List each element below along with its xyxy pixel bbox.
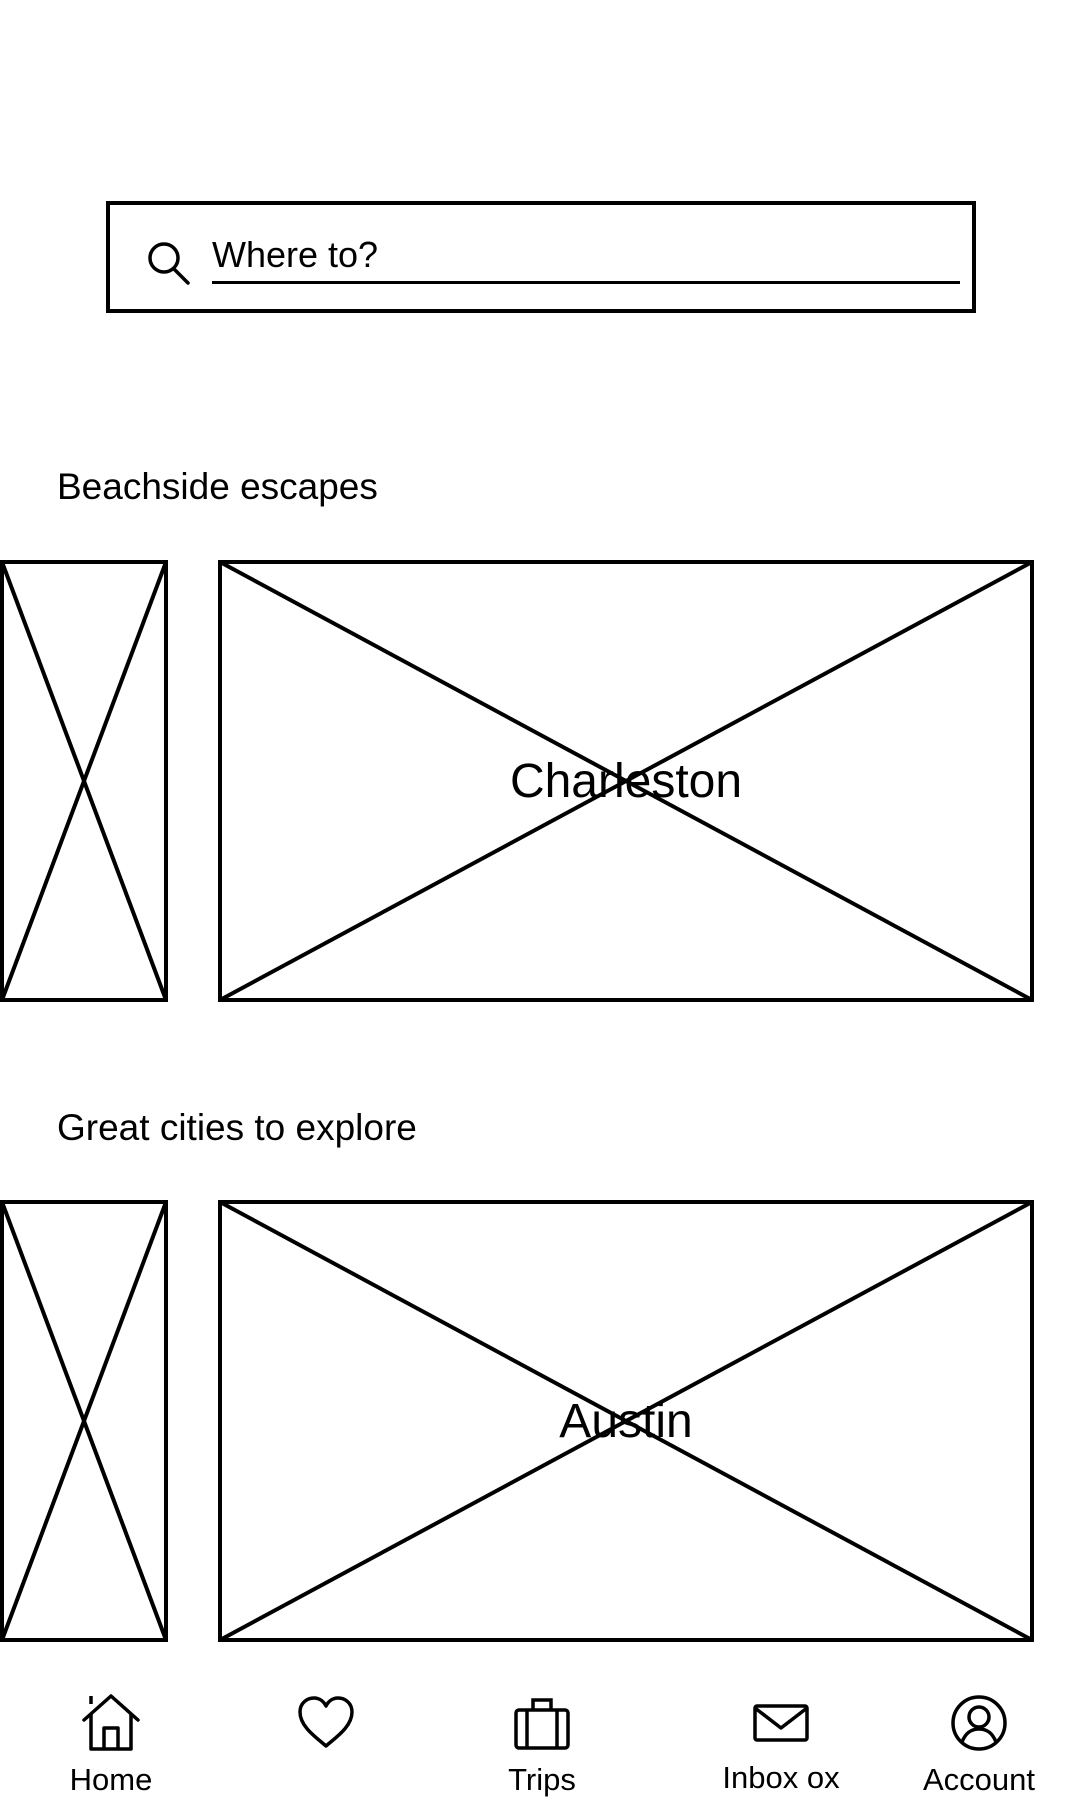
search-bar[interactable] bbox=[106, 201, 976, 313]
suitcase-icon bbox=[514, 1698, 570, 1750]
destination-card-label: Austin bbox=[559, 1394, 693, 1448]
nav-item-inbox[interactable]: Inbox ox bbox=[696, 1680, 866, 1800]
section-title-great-cities: Great cities to explore bbox=[57, 1107, 417, 1148]
card-placeholder-left-2[interactable] bbox=[0, 1200, 168, 1642]
destination-card-charleston[interactable]: Charleston bbox=[218, 560, 1034, 1002]
image-placeholder-icon bbox=[0, 560, 168, 1002]
image-placeholder-icon bbox=[218, 1200, 1034, 1642]
nav-label-account: Account bbox=[922, 1762, 1035, 1797]
search-icon bbox=[148, 242, 190, 285]
heart-icon bbox=[298, 1696, 354, 1748]
nav-item-home[interactable]: Home bbox=[26, 1680, 196, 1800]
section-title-beachside: Beachside escapes bbox=[57, 466, 378, 507]
destination-card-label: Charleston bbox=[509, 754, 743, 808]
nav-label-inbox: Inbox ox bbox=[722, 1760, 840, 1795]
nav-item-favorites[interactable] bbox=[241, 1680, 411, 1800]
nav-label-home: Home bbox=[69, 1762, 153, 1797]
envelope-icon bbox=[753, 1704, 809, 1742]
card-placeholder-left-1[interactable] bbox=[0, 560, 168, 1002]
bottom-navigation: Home Trips Inbox ox Account bbox=[0, 1680, 1080, 1800]
nav-item-account[interactable]: Account bbox=[894, 1680, 1064, 1800]
destination-card-austin[interactable]: Austin bbox=[218, 1200, 1034, 1642]
home-icon bbox=[82, 1694, 140, 1751]
nav-label-trips: Trips bbox=[508, 1762, 576, 1797]
search-input[interactable] bbox=[212, 229, 960, 284]
nav-item-trips[interactable]: Trips bbox=[457, 1680, 627, 1800]
image-placeholder-icon bbox=[218, 560, 1034, 1002]
image-placeholder-icon bbox=[0, 1200, 168, 1642]
account-icon bbox=[951, 1695, 1007, 1751]
